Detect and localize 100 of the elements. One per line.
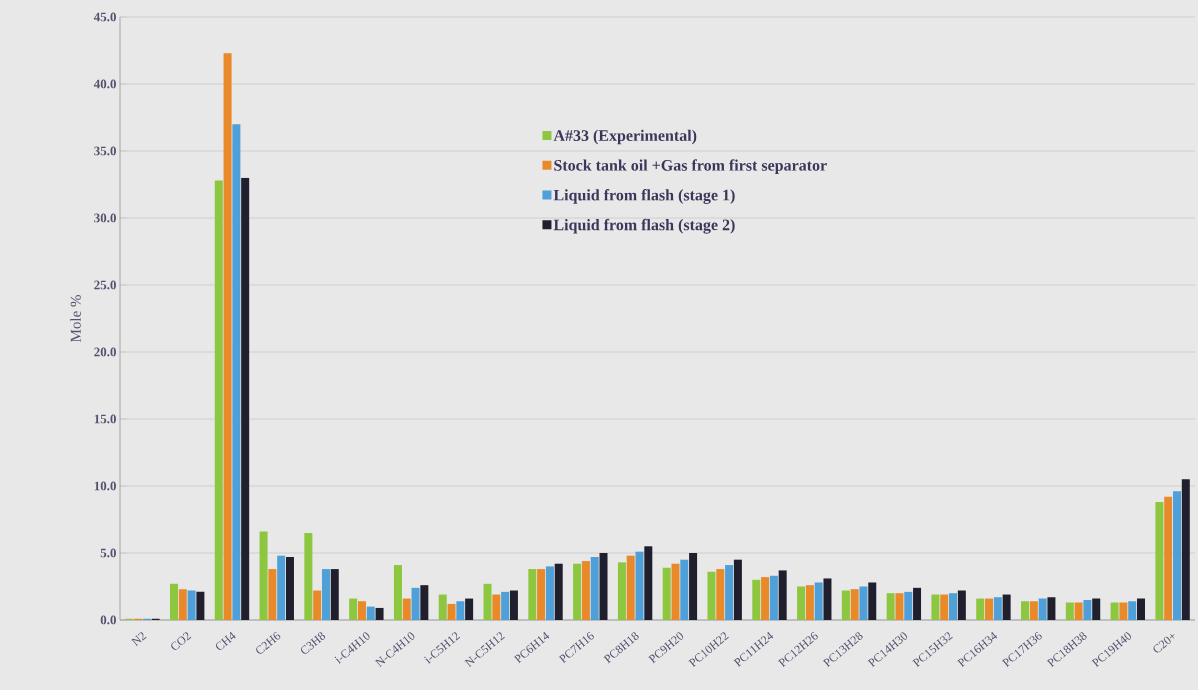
bar [357, 601, 366, 620]
legend-label: Liquid from flash (stage 2) [553, 218, 735, 234]
bar [993, 597, 1002, 620]
bar [411, 587, 420, 620]
bar [1155, 502, 1164, 620]
bar [1092, 598, 1101, 620]
bar [187, 590, 196, 620]
bar [554, 563, 563, 620]
y-tick-label: 25.0 [94, 280, 116, 290]
bar [492, 594, 501, 620]
bar [483, 583, 492, 620]
bar [590, 557, 599, 620]
bar [644, 546, 653, 620]
y-tick-label: 5.0 [100, 548, 116, 558]
legend-label: Stock tank oil +Gas from first separator [554, 159, 827, 174]
bar [241, 177, 250, 620]
bar [1021, 601, 1030, 620]
bar [304, 532, 313, 620]
bar [1038, 598, 1047, 620]
bar [1002, 594, 1011, 620]
y-tick-label: 40.0 [93, 79, 116, 89]
bar [573, 563, 582, 620]
bar [501, 591, 510, 620]
bar [886, 593, 895, 620]
y-tick-label: 20.0 [94, 347, 116, 357]
bar [949, 593, 958, 620]
bar [196, 591, 205, 620]
bar [931, 594, 940, 620]
bar [599, 553, 608, 620]
y-tick-label: 15.0 [94, 414, 116, 424]
bar [277, 555, 286, 620]
bar [940, 594, 949, 620]
bar [537, 569, 546, 620]
bar [1164, 496, 1173, 620]
bar [393, 565, 402, 620]
bar [716, 569, 725, 620]
bar [1074, 602, 1083, 620]
bar [797, 586, 806, 620]
bar [805, 585, 814, 620]
bar [823, 578, 832, 620]
bar [268, 569, 277, 620]
bar [733, 559, 742, 620]
bar [330, 569, 339, 620]
bar [841, 590, 850, 620]
bar [375, 607, 384, 620]
bar [232, 124, 241, 620]
x-tick-label: CH4 [216, 631, 236, 650]
bar [752, 579, 761, 620]
bar [321, 569, 330, 620]
bar [671, 563, 680, 620]
bar [913, 587, 922, 620]
bar [1181, 479, 1190, 620]
bar [214, 180, 223, 620]
bar [814, 582, 823, 620]
bar [438, 594, 447, 620]
bar [1173, 491, 1181, 620]
y-tick-label: 30.0 [94, 213, 116, 223]
y-tick-label: 10.0 [94, 481, 116, 491]
x-tick-label: N2 [131, 632, 147, 647]
bar [1110, 602, 1119, 620]
y-tick-label: 45.0 [93, 12, 116, 22]
bar [895, 593, 904, 620]
bar [1137, 598, 1146, 620]
bar [545, 566, 554, 620]
bar [769, 575, 778, 620]
bar [778, 570, 787, 620]
bar [689, 553, 698, 620]
bar [1065, 602, 1074, 620]
bar [285, 557, 294, 620]
bar [465, 598, 474, 620]
bar [635, 551, 644, 620]
x-tick-label: C20+ [1153, 633, 1175, 653]
bar [957, 590, 966, 620]
bar [313, 590, 322, 620]
y-tick-label: 0.0 [100, 615, 116, 625]
bar [725, 565, 734, 620]
bar [456, 601, 465, 620]
bar [259, 531, 268, 620]
y-axis-title: Mole % [70, 295, 81, 343]
bar [707, 571, 716, 620]
bar [1119, 602, 1128, 620]
bar [366, 606, 375, 620]
bar [850, 589, 859, 620]
bar [904, 591, 913, 620]
bar [169, 583, 178, 620]
bar [617, 562, 626, 620]
bar [402, 598, 411, 620]
bar [447, 603, 456, 620]
bar [581, 561, 590, 620]
bar [976, 598, 985, 620]
bar [626, 555, 635, 620]
bar [1029, 601, 1038, 620]
x-tick-label: CO2 [171, 632, 192, 650]
bar [1083, 599, 1092, 620]
bar [859, 586, 868, 620]
bar [868, 582, 877, 620]
bar [761, 577, 770, 620]
bar [680, 559, 689, 620]
bar [1128, 601, 1137, 620]
bar [662, 567, 671, 620]
